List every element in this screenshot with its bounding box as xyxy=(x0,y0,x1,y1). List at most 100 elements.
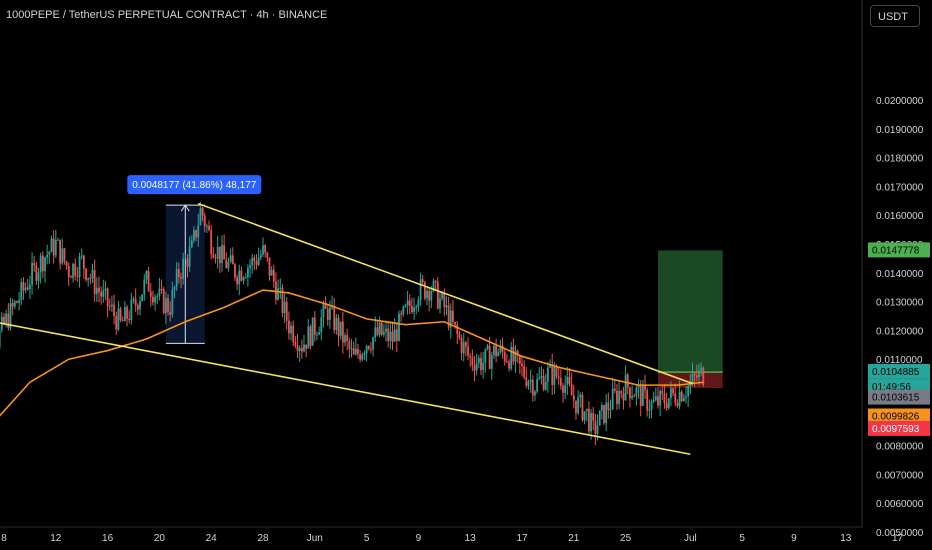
candle[interactable] xyxy=(227,261,230,269)
candle[interactable] xyxy=(292,325,295,342)
candle[interactable] xyxy=(555,366,558,377)
candle[interactable] xyxy=(85,268,87,280)
candle[interactable] xyxy=(115,316,118,330)
candle[interactable] xyxy=(132,298,135,300)
candle[interactable] xyxy=(402,306,405,315)
candle[interactable] xyxy=(37,272,40,281)
candle[interactable] xyxy=(240,270,243,281)
candle[interactable] xyxy=(182,258,185,279)
candle[interactable] xyxy=(462,342,465,354)
candle[interactable] xyxy=(639,385,642,406)
candle[interactable] xyxy=(322,304,325,318)
target-zone[interactable] xyxy=(657,250,723,373)
candle[interactable] xyxy=(678,391,681,407)
candle[interactable] xyxy=(48,252,51,255)
candle[interactable] xyxy=(391,331,394,342)
candle[interactable] xyxy=(145,271,148,280)
candle[interactable] xyxy=(164,298,167,314)
candle[interactable] xyxy=(629,387,631,399)
candle[interactable] xyxy=(160,288,163,290)
candle[interactable] xyxy=(337,317,340,336)
candle[interactable] xyxy=(70,276,72,278)
candle[interactable] xyxy=(262,245,264,255)
candle[interactable] xyxy=(389,331,392,341)
currency-button[interactable]: USDT xyxy=(870,5,920,27)
candle[interactable] xyxy=(119,308,122,321)
candle[interactable] xyxy=(123,306,126,322)
candle[interactable] xyxy=(490,355,493,369)
candle[interactable] xyxy=(365,346,368,354)
candle[interactable] xyxy=(585,408,588,412)
candle[interactable] xyxy=(162,288,165,314)
candle[interactable] xyxy=(24,287,27,291)
candle[interactable] xyxy=(173,287,176,290)
candle[interactable] xyxy=(141,294,144,301)
candle[interactable] xyxy=(234,264,236,278)
candle[interactable] xyxy=(205,226,208,228)
candle[interactable] xyxy=(65,261,68,266)
candle[interactable] xyxy=(255,261,258,265)
candle[interactable] xyxy=(167,298,169,312)
candle[interactable] xyxy=(641,385,644,406)
candle[interactable] xyxy=(210,230,213,255)
candle[interactable] xyxy=(527,381,530,386)
candle[interactable] xyxy=(393,329,396,342)
candle[interactable] xyxy=(313,317,316,335)
candle[interactable] xyxy=(536,379,539,392)
candle[interactable] xyxy=(39,255,42,273)
candle[interactable] xyxy=(352,348,355,355)
candle[interactable] xyxy=(35,265,38,281)
candle[interactable] xyxy=(7,313,10,328)
candle[interactable] xyxy=(108,306,111,308)
candle[interactable] xyxy=(16,301,18,303)
candle[interactable] xyxy=(503,352,506,362)
candle[interactable] xyxy=(251,257,254,266)
candle[interactable] xyxy=(264,245,267,253)
candle[interactable] xyxy=(212,254,215,258)
candle[interactable] xyxy=(514,350,517,362)
candle[interactable] xyxy=(341,321,344,343)
candle[interactable] xyxy=(363,353,366,355)
candle[interactable] xyxy=(499,345,502,352)
candle[interactable] xyxy=(667,398,670,409)
candle[interactable] xyxy=(253,257,256,262)
candle[interactable] xyxy=(72,263,74,278)
candle[interactable] xyxy=(618,391,621,404)
candle[interactable] xyxy=(475,363,478,371)
candle[interactable] xyxy=(18,300,21,303)
candle[interactable] xyxy=(521,363,523,367)
candle[interactable] xyxy=(89,277,92,279)
candle[interactable] xyxy=(329,307,331,320)
candle[interactable] xyxy=(695,375,698,378)
candle[interactable] xyxy=(413,307,415,313)
candle[interactable] xyxy=(598,410,601,426)
candle[interactable] xyxy=(218,246,221,264)
candle[interactable] xyxy=(126,306,128,319)
candle[interactable] xyxy=(484,348,487,363)
candle[interactable] xyxy=(195,230,197,238)
candle[interactable] xyxy=(575,400,577,413)
candle[interactable] xyxy=(635,387,638,397)
candle[interactable] xyxy=(534,391,536,396)
candle[interactable] xyxy=(361,354,364,360)
candle[interactable] xyxy=(423,282,426,299)
candle[interactable] xyxy=(538,377,541,380)
candle[interactable] xyxy=(203,215,206,227)
candle[interactable] xyxy=(216,246,219,259)
candle[interactable] xyxy=(482,362,485,371)
candle[interactable] xyxy=(61,248,64,264)
candle[interactable] xyxy=(57,239,59,241)
candle[interactable] xyxy=(279,287,282,289)
candle[interactable] xyxy=(590,413,592,432)
candle[interactable] xyxy=(367,346,370,349)
candle[interactable] xyxy=(508,361,510,369)
candle[interactable] xyxy=(236,277,238,285)
candle[interactable] xyxy=(473,365,476,371)
candle[interactable] xyxy=(581,394,584,421)
candle[interactable] xyxy=(197,224,200,238)
candle[interactable] xyxy=(214,257,217,259)
candle[interactable] xyxy=(497,351,500,357)
candle[interactable] xyxy=(689,382,692,387)
candle[interactable] xyxy=(428,290,431,301)
